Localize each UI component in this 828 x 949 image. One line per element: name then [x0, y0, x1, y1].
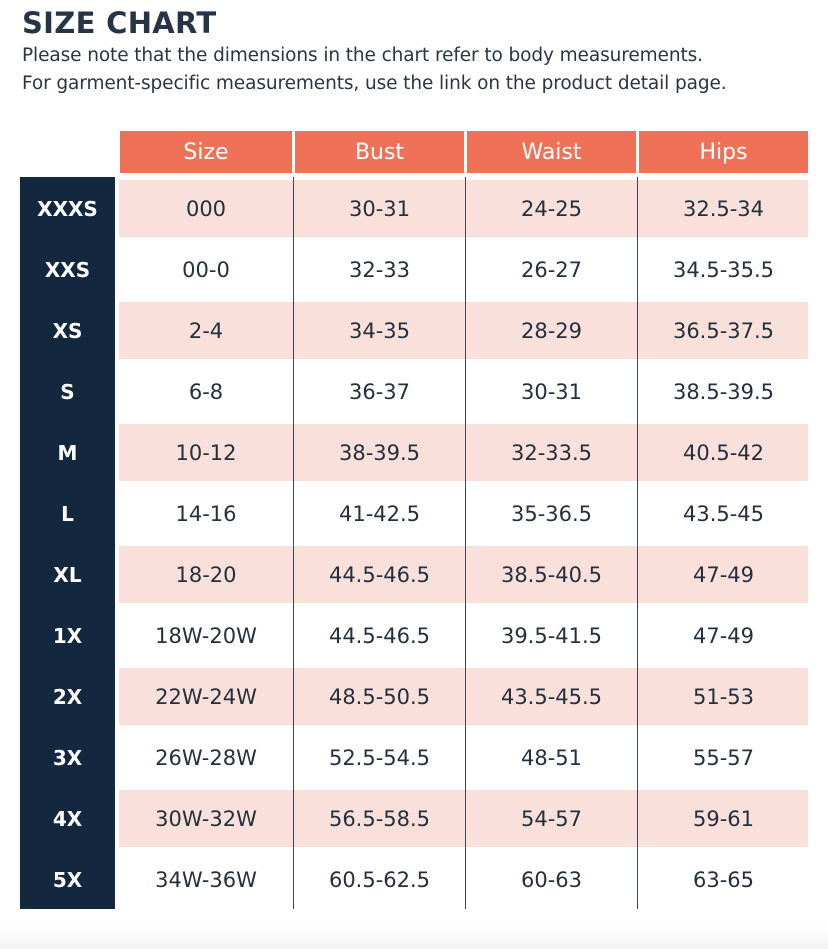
- table-cell-size: 000: [185, 196, 227, 221]
- table-cell-size: 34W-36W: [155, 867, 257, 892]
- table-cell-hips: 47-49: [692, 623, 755, 648]
- table-cell-hips: 51-53: [692, 684, 755, 709]
- column-divider: [637, 177, 638, 909]
- table-cell-bust: 60.5-62.5: [328, 867, 431, 892]
- table-cell-hips: 32.5-34: [682, 196, 765, 221]
- table-cell-hips: 34.5-35.5: [672, 257, 775, 282]
- table-cell-size: 10-12: [175, 440, 237, 465]
- table-cell-waist: 38.5-40.5: [500, 562, 603, 587]
- table-cell-waist: 43.5-45.5: [500, 684, 603, 709]
- size-label: M: [57, 440, 78, 465]
- table-cell-waist: 60-63: [520, 867, 583, 892]
- size-label: 4X: [52, 806, 83, 831]
- size-label: 3X: [52, 745, 83, 770]
- column-header-hips: Hips: [639, 131, 808, 173]
- size-label: 5X: [52, 867, 83, 892]
- table-cell-bust: 36-37: [348, 379, 411, 404]
- size-label-column: [20, 177, 115, 909]
- column-header-bust: Bust: [295, 131, 464, 173]
- size-label: 2X: [52, 684, 83, 709]
- table-cell-waist: 39.5-41.5: [500, 623, 603, 648]
- table-row: [119, 302, 808, 359]
- table-row: [119, 668, 808, 725]
- table-cell-bust: 41-42.5: [338, 501, 421, 526]
- table-cell-waist: 32-33.5: [510, 440, 593, 465]
- size-label: XS: [52, 318, 83, 343]
- table-cell-bust: 34-35: [348, 318, 411, 343]
- table-cell-waist: 26-27: [520, 257, 583, 282]
- table-row: [119, 790, 808, 847]
- table-cell-hips: 55-57: [692, 745, 755, 770]
- table-cell-size: 14-16: [175, 501, 237, 526]
- table-row: [119, 424, 808, 481]
- table-cell-hips: 38.5-39.5: [672, 379, 775, 404]
- column-divider: [293, 177, 294, 909]
- table-cell-bust: 48.5-50.5: [328, 684, 431, 709]
- table-cell-waist: 30-31: [520, 379, 583, 404]
- page-title: SIZE CHART: [22, 6, 217, 40]
- note-line-2: For garment-specific measurements, use t…: [22, 73, 727, 94]
- table-row: [119, 180, 808, 237]
- table-cell-bust: 52.5-54.5: [328, 745, 431, 770]
- table-cell-bust: 56.5-58.5: [328, 806, 431, 831]
- table-cell-size: 6-8: [188, 379, 224, 404]
- table-cell-size: 00-0: [182, 257, 230, 282]
- size-label: XXS: [44, 257, 91, 282]
- table-cell-hips: 40.5-42: [682, 440, 765, 465]
- table-cell-size: 30W-32W: [155, 806, 257, 831]
- table-cell-size: 22W-24W: [155, 684, 257, 709]
- table-cell-waist: 48-51: [520, 745, 583, 770]
- table-cell-hips: 36.5-37.5: [672, 318, 775, 343]
- size-label: 1X: [52, 623, 83, 648]
- table-cell-hips: 63-65: [692, 867, 755, 892]
- note-line-1: Please note that the dimensions in the c…: [22, 45, 703, 66]
- table-cell-bust: 44.5-46.5: [328, 623, 431, 648]
- size-label: S: [60, 379, 75, 404]
- column-header-waist: Waist: [467, 131, 636, 173]
- column-divider: [465, 177, 466, 909]
- size-label: XL: [53, 562, 82, 587]
- table-cell-hips: 43.5-45: [682, 501, 765, 526]
- table-cell-bust: 44.5-46.5: [328, 562, 431, 587]
- size-label: L: [61, 501, 74, 526]
- table-cell-waist: 35-36.5: [510, 501, 593, 526]
- bottom-fade: [0, 926, 828, 949]
- size-label: XXXS: [37, 196, 98, 221]
- table-cell-hips: 47-49: [692, 562, 755, 587]
- table-cell-size: 18-20: [175, 562, 237, 587]
- table-cell-size: 26W-28W: [155, 745, 257, 770]
- table-cell-waist: 24-25: [520, 196, 583, 221]
- table-cell-size: 2-4: [188, 318, 224, 343]
- table-cell-waist: 54-57: [520, 806, 583, 831]
- table-cell-size: 18W-20W: [155, 623, 257, 648]
- table-cell-waist: 28-29: [520, 318, 583, 343]
- table-cell-bust: 32-33: [348, 257, 411, 282]
- table-cell-hips: 59-61: [692, 806, 755, 831]
- column-header-size: Size: [120, 131, 292, 173]
- table-cell-bust: 30-31: [348, 196, 411, 221]
- table-row: [119, 546, 808, 603]
- table-cell-bust: 38-39.5: [338, 440, 421, 465]
